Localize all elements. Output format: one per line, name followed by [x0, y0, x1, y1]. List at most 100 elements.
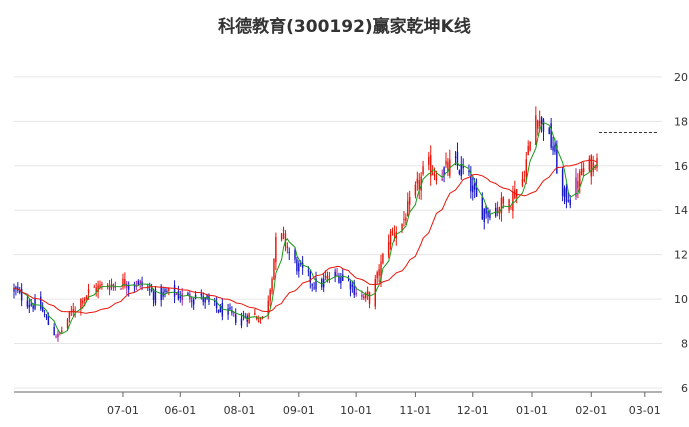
y-tick-label-12: 12	[674, 249, 688, 262]
candle-body	[391, 231, 394, 233]
candle-body	[475, 187, 478, 197]
candle-body	[393, 233, 396, 236]
candle-body	[514, 189, 516, 199]
candle-body	[152, 291, 155, 300]
y-tick-label-18: 18	[674, 115, 688, 128]
candle-body	[380, 261, 382, 280]
candle-body	[321, 279, 323, 288]
candle-body	[240, 318, 243, 326]
candle-body	[181, 293, 183, 301]
x-tick-label-11-01: 11-01	[399, 404, 431, 417]
y-tick-label-14: 14	[674, 204, 688, 217]
candle-body	[581, 168, 583, 176]
x-tick-label-07-01: 07-01	[107, 404, 139, 417]
candle-body	[61, 330, 63, 332]
candle-body	[324, 275, 327, 278]
candle-body	[227, 308, 229, 315]
x-tick-label-02-01: 02-01	[575, 404, 607, 417]
candle-body	[502, 197, 505, 204]
candle-body	[149, 289, 151, 291]
candle-body	[235, 314, 237, 323]
candle-body	[565, 187, 568, 202]
candle-body	[556, 145, 558, 174]
candle-body	[112, 284, 115, 286]
candle-body	[420, 176, 422, 191]
candle-body	[443, 167, 445, 176]
candle-body	[309, 271, 311, 283]
candle-body	[468, 171, 470, 173]
candle-body	[45, 316, 48, 318]
x-tick-label-01-01: 01-01	[516, 404, 548, 417]
candle-body	[85, 295, 88, 299]
candle-body	[454, 156, 457, 158]
candle-body	[95, 287, 97, 292]
y-tick-label-8: 8	[681, 338, 688, 351]
candle-body	[462, 166, 464, 169]
candle-body	[401, 223, 403, 231]
candle-body	[523, 179, 526, 181]
candle-body	[221, 303, 224, 317]
candle-body	[259, 318, 262, 320]
candle-body	[418, 180, 420, 190]
candle-body	[489, 213, 491, 218]
candle-body	[512, 191, 514, 212]
candle-body	[429, 154, 432, 177]
candle-body	[403, 219, 405, 221]
candle-body	[363, 296, 365, 298]
candle-body	[548, 127, 550, 135]
candle-body	[108, 286, 111, 291]
candle-body	[496, 207, 499, 212]
candle-body	[106, 284, 109, 288]
candle-body	[334, 271, 336, 277]
candle-body	[269, 289, 271, 302]
candle-body	[137, 281, 139, 285]
candle-body	[231, 310, 233, 313]
candle-body	[296, 259, 298, 272]
gridlines	[14, 76, 662, 389]
candle-body	[311, 284, 313, 286]
candle-body	[473, 183, 476, 190]
chart-title: 科德教育(300192)赢家乾坤K线	[218, 17, 471, 37]
moving-averages	[13, 121, 598, 335]
candle-body	[219, 306, 222, 313]
candle-body	[168, 287, 170, 291]
candle-body	[41, 306, 44, 312]
candle-body	[47, 314, 50, 325]
candle-body	[433, 173, 436, 176]
candle-body	[563, 188, 566, 197]
candle-body	[114, 286, 117, 289]
candle-body	[192, 299, 195, 305]
candle-body	[194, 295, 197, 299]
candle-body	[87, 289, 90, 294]
candle-body	[300, 263, 302, 265]
candle-body	[20, 289, 23, 301]
candle-body	[456, 151, 459, 166]
y-tick-label-6: 6	[681, 382, 688, 395]
candle-body	[376, 272, 378, 279]
candle-body	[575, 177, 577, 197]
candle-body	[275, 236, 277, 263]
candle-body	[139, 280, 141, 285]
candle-body	[93, 286, 95, 288]
candle-body	[472, 185, 474, 193]
candle-body	[273, 258, 275, 280]
candle-body	[378, 269, 380, 276]
candle-body	[271, 278, 273, 292]
candle-body	[481, 196, 484, 220]
x-tick-label-06-01: 06-01	[164, 404, 196, 417]
candle-body	[68, 310, 71, 319]
candle-body	[336, 274, 338, 276]
candle-body	[57, 333, 59, 338]
candle-body	[179, 296, 182, 299]
x-tick-label-03-01: 03-01	[629, 404, 661, 417]
candle-body	[34, 299, 36, 309]
candle-body	[267, 300, 269, 315]
candle-body	[382, 254, 384, 264]
candle-body	[342, 274, 344, 281]
candle-body	[525, 159, 527, 178]
candle-body	[470, 175, 472, 192]
candle-body	[554, 144, 556, 152]
candle-body	[215, 301, 218, 309]
candle-body	[15, 286, 17, 290]
y-axis-labels: 6 8 10 12 14 16 18 20	[674, 71, 688, 395]
